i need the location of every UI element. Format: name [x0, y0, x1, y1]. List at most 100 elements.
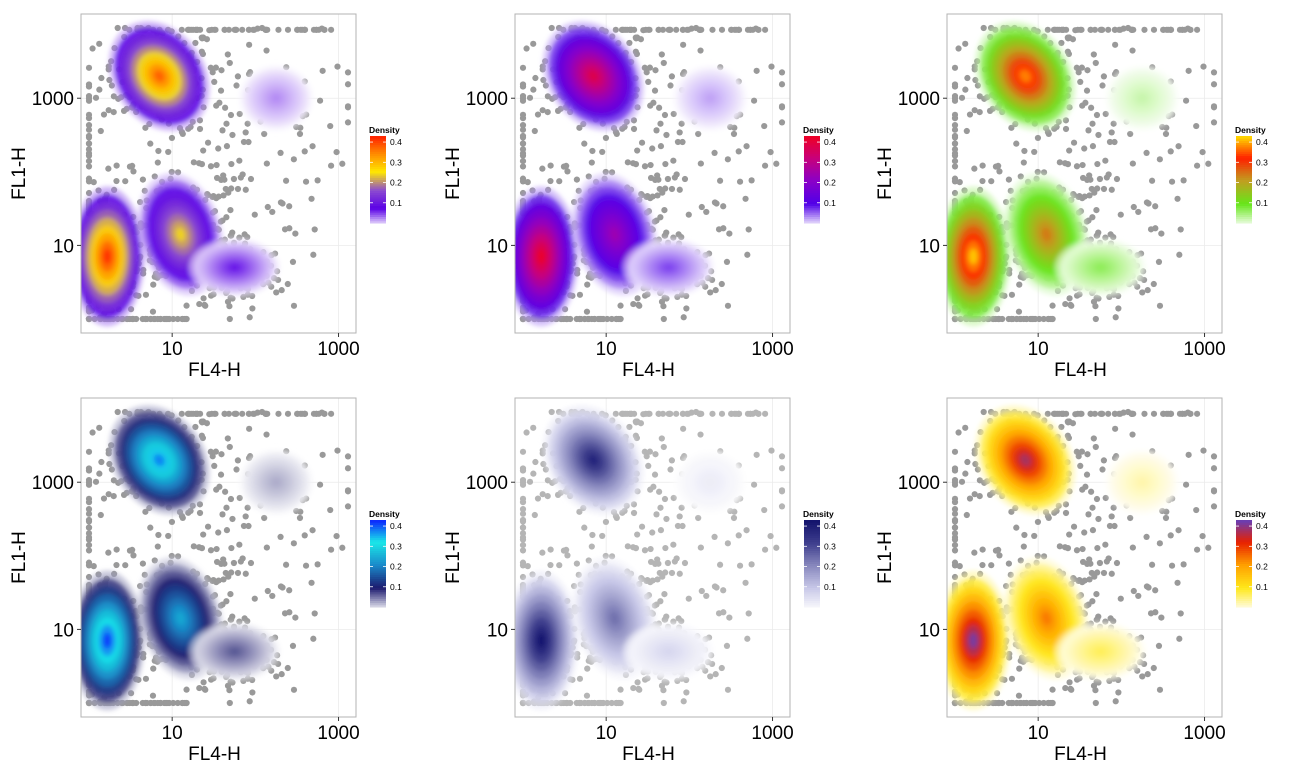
- scatter-point: [778, 503, 786, 510]
- scatter-point: [1100, 73, 1107, 80]
- scatter-point: [749, 26, 756, 33]
- scatter-point: [1066, 147, 1073, 154]
- scatter-point: [1193, 122, 1200, 130]
- scatter-point: [662, 544, 669, 552]
- scatter-point: [85, 122, 93, 129]
- scatter-point: [683, 305, 690, 312]
- scatter-point: [279, 200, 286, 207]
- legend-color-step: [370, 192, 386, 196]
- density-contour: [1041, 227, 1052, 242]
- scatter-point: [657, 120, 664, 127]
- scatter-point: [85, 559, 93, 566]
- scatter-point: [678, 120, 685, 127]
- scatter-point: [308, 195, 315, 202]
- scatter-point: [995, 162, 1002, 169]
- scatter-point: [1085, 127, 1092, 134]
- scatter-point: [1182, 97, 1190, 104]
- scatter-point: [234, 569, 242, 577]
- scatter-point: [165, 532, 172, 540]
- scatter-point: [301, 532, 308, 539]
- scatter-point: [724, 302, 732, 309]
- x-tick-label: 10: [162, 723, 183, 744]
- scatter-point: [110, 492, 117, 500]
- scatter-point: [724, 156, 731, 163]
- scatter-point: [676, 186, 683, 193]
- scatter-point: [1199, 149, 1206, 156]
- scatter-point: [658, 51, 665, 58]
- scatter-point: [224, 51, 231, 58]
- panel-border: [946, 13, 1223, 334]
- density-contour: [537, 248, 546, 265]
- scatter-point: [85, 146, 93, 153]
- scatter-point: [179, 699, 186, 707]
- scatter-point: [311, 610, 318, 617]
- scatter-point: [239, 171, 246, 178]
- scatter-point: [216, 99, 223, 106]
- scatter-point: [327, 26, 335, 33]
- scatter-point: [233, 82, 240, 89]
- scatter-point: [334, 63, 341, 70]
- scatter-point: [165, 148, 172, 156]
- scatter-point: [344, 119, 352, 126]
- scatter-point: [1210, 119, 1218, 126]
- y-tick-label: 10: [53, 620, 74, 641]
- scatter-point: [979, 177, 986, 185]
- x-tick-label: 1000: [317, 723, 359, 744]
- scatter-point: [670, 110, 677, 118]
- density-panel: 10 1000101000FL4-HFL1-HDensity0.10.20.30.…: [9, 397, 402, 765]
- scatter-point: [1077, 78, 1084, 85]
- legend-title: Density: [803, 125, 834, 135]
- legend-color-step: [370, 576, 386, 580]
- scatter-point: [222, 104, 229, 111]
- scatter-point: [196, 509, 204, 517]
- legend-color-step: [804, 151, 820, 154]
- legend-color-step: [804, 166, 820, 170]
- legend-color-step: [370, 138, 386, 141]
- scatter-point: [1112, 41, 1119, 48]
- scatter-point: [227, 111, 235, 119]
- legend-title: Density: [369, 125, 400, 135]
- scatter-point: [292, 614, 299, 621]
- scatter-point: [196, 684, 203, 692]
- scatter-point: [643, 69, 650, 76]
- scatter-point: [951, 122, 959, 129]
- scatter-point: [290, 686, 298, 693]
- legend-color-step: [804, 140, 820, 144]
- legend-tick-label: 0.4: [390, 137, 402, 147]
- scatter-point: [302, 562, 310, 569]
- scatter-point: [200, 295, 207, 302]
- scatter-point: [1079, 195, 1086, 202]
- scatter-point: [168, 518, 176, 526]
- legend-color-step: [804, 188, 820, 191]
- scatter-point: [225, 189, 232, 196]
- scatter-point: [951, 152, 959, 159]
- scatter-point: [1105, 171, 1112, 178]
- scatter-point: [284, 664, 291, 672]
- scatter-point: [321, 26, 328, 33]
- scatter-point: [683, 26, 691, 33]
- scatter-point: [613, 315, 620, 323]
- legend-tick-label: 0.1: [824, 198, 836, 208]
- scatter-point: [612, 129, 620, 136]
- scatter-point: [92, 478, 100, 485]
- scatter-point: [1102, 157, 1109, 164]
- scatter-point: [748, 177, 755, 184]
- scatter-point: [198, 34, 205, 41]
- legend-color-step: [804, 168, 820, 172]
- scatter-point: [1099, 82, 1106, 89]
- density-layer: [515, 21, 748, 327]
- legend-color-step: [804, 175, 820, 178]
- x-tick-label: 1000: [317, 339, 359, 360]
- scatter-point: [1181, 26, 1188, 33]
- scatter-point: [1008, 315, 1015, 323]
- scatter-point: [292, 230, 299, 237]
- legend-color-step: [370, 561, 386, 564]
- legend-color-step: [370, 583, 386, 586]
- legend-color-step: [370, 149, 386, 152]
- scatter-point: [242, 570, 249, 577]
- panel-border: [514, 13, 791, 334]
- density-panel: 10 1000101000FL4-HFL1-HDensity0.10.20.30.…: [9, 13, 402, 381]
- scatter-point: [296, 130, 304, 138]
